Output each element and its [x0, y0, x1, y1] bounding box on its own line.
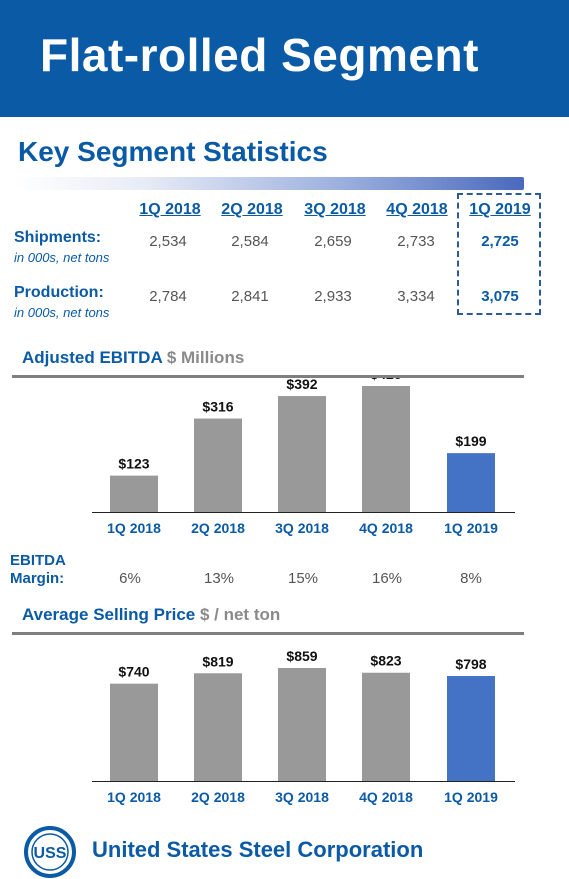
- asp-category-label: 4Q 2018: [359, 789, 413, 805]
- uss-logo-icon: USS: [24, 826, 76, 878]
- asp-category-label: 1Q 2019: [444, 789, 498, 805]
- ebitda-margin-value: 15%: [287, 570, 319, 587]
- shipments-value: 2,584: [231, 233, 269, 250]
- asp-data-label: $859: [286, 648, 317, 664]
- shipments-label: Shipments:: [14, 229, 102, 246]
- company-name: United States Steel Corporation: [92, 837, 424, 862]
- asp-chart-title: Average Selling Price $ / net ton: [22, 605, 280, 625]
- ebitda-title-rule: [12, 375, 524, 378]
- ebitda-chart-title: Adjusted EBITDA $ Millions: [22, 348, 244, 368]
- ebitda-bar: [110, 475, 158, 512]
- ebitda-category-label: 1Q 2019: [444, 520, 498, 536]
- ebitda-data-label: $426: [370, 378, 401, 382]
- title-banner: Flat-rolled Segment: [0, 0, 569, 117]
- stats-quarter-header: 3Q 2018: [304, 201, 366, 218]
- production-label: Production:: [14, 284, 104, 301]
- stats-quarter-header: 1Q 2018: [139, 201, 201, 218]
- ebitda-margin-label-line1: EBITDA: [10, 552, 66, 569]
- shipments-value-highlight: 2,725: [481, 233, 519, 250]
- ebitda-bar: [194, 418, 242, 512]
- asp-category-label: 3Q 2018: [275, 789, 329, 805]
- shipments-value: 2,659: [314, 233, 352, 250]
- asp-data-label: $740: [118, 664, 149, 680]
- ebitda-category-label: 2Q 2018: [191, 520, 245, 536]
- asp-bar-chart: $740 1Q 2018 $819 2Q 2018 $859 3Q 2018 $823 4Q …: [92, 648, 515, 805]
- shipments-value: 2,733: [397, 233, 435, 250]
- asp-bar: [194, 673, 242, 781]
- highlight-box: [457, 193, 541, 315]
- page-title: Flat-rolled Segment: [40, 29, 479, 81]
- production-value: 2,841: [231, 288, 269, 305]
- ebitda-margin-value: 13%: [203, 570, 235, 587]
- asp-category-label: 2Q 2018: [191, 789, 245, 805]
- ebitda-bar: [447, 453, 495, 512]
- ebitda-margin-value: 6%: [119, 570, 141, 587]
- shipments-unit: in 000s, net tons: [14, 250, 110, 265]
- ebitda-data-label: $392: [286, 378, 317, 392]
- production-unit: in 000s, net tons: [14, 305, 110, 320]
- uss-logo-text: USS: [34, 845, 67, 862]
- stats-title: Key Segment Statistics: [18, 136, 328, 167]
- ebitda-margin-label-line2: Margin:: [10, 570, 65, 587]
- ebitda-margin-value: 16%: [371, 570, 403, 587]
- ebitda-bar: [278, 396, 326, 512]
- production-value: 3,334: [397, 288, 435, 305]
- gradient-divider: [15, 177, 524, 190]
- ebitda-bar: [362, 386, 410, 512]
- asp-title-rule: [12, 632, 524, 635]
- ebitda-category-label: 1Q 2018: [107, 520, 161, 536]
- ebitda-category-label: 4Q 2018: [359, 520, 413, 536]
- ebitda-margin-label: EBITDA Margin:: [10, 552, 66, 588]
- ebitda-title-text: Adjusted EBITDA: [22, 348, 163, 367]
- asp-unit-text: $ / net ton: [199, 605, 281, 624]
- asp-data-label: $819: [202, 653, 233, 669]
- ebitda-bar-chart: $123 1Q 2018 $316 2Q 2018 $392 3Q 2018 $426 4Q …: [92, 378, 515, 536]
- asp-data-label: $823: [370, 653, 401, 669]
- asp-title-text: Average Selling Price: [22, 605, 196, 624]
- ebitda-margin-value: 8%: [460, 570, 482, 587]
- production-value: 2,933: [314, 288, 352, 305]
- ebitda-data-label: $316: [202, 399, 233, 415]
- shipments-value: 2,534: [149, 233, 187, 250]
- production-value-highlight: 3,075: [481, 288, 519, 305]
- stats-quarter-header: 4Q 2018: [386, 201, 448, 218]
- asp-bar: [278, 668, 326, 781]
- stats-quarter-header: 1Q 2019: [469, 201, 531, 218]
- ebitda-data-label: $199: [455, 433, 486, 449]
- ebitda-category-label: 3Q 2018: [275, 520, 329, 536]
- asp-data-label: $798: [455, 656, 486, 672]
- asp-category-label: 1Q 2018: [107, 789, 161, 805]
- ebitda-unit-text: $ Millions: [166, 348, 245, 367]
- ebitda-data-label: $123: [118, 456, 149, 472]
- production-value: 2,784: [149, 288, 187, 305]
- asp-bar: [447, 676, 495, 781]
- asp-bar: [110, 683, 158, 781]
- asp-bar: [362, 672, 410, 781]
- stats-quarter-header: 2Q 2018: [221, 201, 283, 218]
